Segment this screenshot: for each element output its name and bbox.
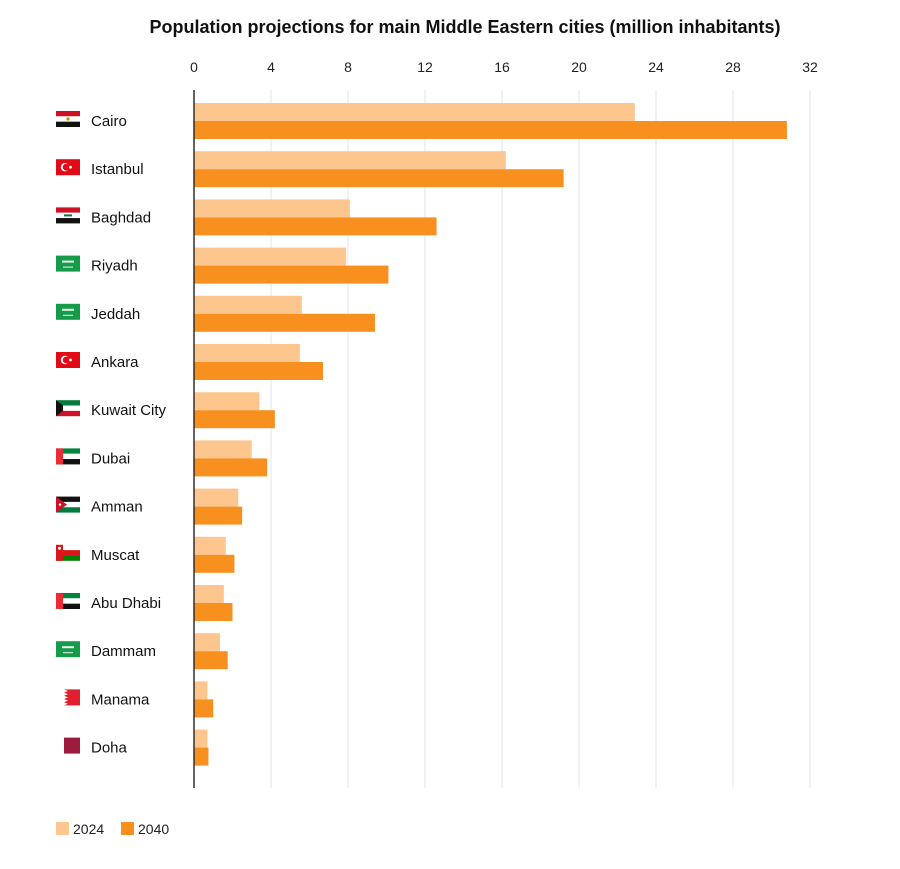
legend: 2024 2040 <box>56 821 169 837</box>
legend-swatch-2024 <box>56 822 69 835</box>
category-labels: Cairo Istanbul Baghdad Riyadh Jeddah Ankara Ku… <box>56 111 167 757</box>
jordan-flag-icon <box>56 496 80 513</box>
bars <box>194 103 787 766</box>
bar-2024-istanbul <box>194 151 506 170</box>
category-label: Abu Dhabi <box>91 595 161 612</box>
x-tick-label: 4 <box>267 59 275 75</box>
category-label: Kuwait City <box>91 402 167 419</box>
bar-2040-dammam <box>194 651 228 670</box>
saudi-flag-icon <box>56 641 80 658</box>
bar-2024-cairo <box>194 103 635 121</box>
oman-flag-icon <box>56 544 80 561</box>
bar-2024-kuwait-city <box>194 392 260 411</box>
bar-2024-dammam <box>194 633 220 652</box>
bar-2024-riyadh <box>194 247 347 266</box>
bar-2040-riyadh <box>194 265 389 284</box>
bar-2040-jeddah <box>194 313 375 332</box>
bar-2040-cairo <box>194 121 787 139</box>
category-label: Cairo <box>91 113 127 130</box>
bar-2024-manama <box>194 681 208 700</box>
category-label: Ankara <box>91 354 139 371</box>
bar-2024-amman <box>194 488 239 507</box>
kuwait-flag-icon <box>56 400 80 417</box>
uae-flag-icon <box>56 593 80 609</box>
turkey-flag-icon <box>56 352 80 368</box>
bar-2040-amman <box>194 506 243 525</box>
bar-2040-istanbul <box>194 169 564 188</box>
bar-2040-muscat <box>194 554 235 573</box>
x-tick-label: 0 <box>190 59 198 75</box>
bar-2040-kuwait-city <box>194 410 275 429</box>
legend-label: 2024 <box>73 821 104 837</box>
x-tick-label: 8 <box>344 59 352 75</box>
saudi-flag-icon <box>56 255 80 272</box>
category-label: Doha <box>91 740 128 757</box>
x-tick-label: 28 <box>725 59 741 75</box>
x-tick-label: 20 <box>571 59 587 75</box>
x-tick-label: 12 <box>417 59 433 75</box>
legend-label: 2040 <box>138 821 169 837</box>
category-label: Baghdad <box>91 209 151 226</box>
category-label: Muscat <box>91 547 140 564</box>
bar-2040-abu-dhabi <box>194 603 233 621</box>
turkey-flag-icon <box>56 159 80 176</box>
bahrain-flag-icon <box>64 689 80 706</box>
bar-2024-dubai <box>194 440 252 459</box>
bar-2040-ankara <box>194 362 323 380</box>
chart-title: Population projections for main Middle E… <box>149 17 780 37</box>
x-axis-ticks: 0 4 8 12 16 20 24 28 32 <box>190 59 818 75</box>
legend-swatch-2040 <box>121 822 134 835</box>
bar-2040-baghdad <box>194 217 437 236</box>
category-label: Amman <box>91 499 143 516</box>
x-tick-label: 16 <box>494 59 510 75</box>
bar-2024-muscat <box>194 536 226 555</box>
category-label: Manama <box>91 691 150 708</box>
iraq-flag-icon <box>56 207 80 224</box>
bar-2024-abu-dhabi <box>194 585 224 603</box>
bar-2024-jeddah <box>194 295 302 314</box>
egypt-flag-icon <box>56 111 80 127</box>
bar-2040-doha <box>194 747 209 766</box>
category-label: Dubai <box>91 450 130 467</box>
saudi-flag-icon <box>56 303 80 320</box>
category-label: Riyadh <box>91 258 138 275</box>
bar-2040-dubai <box>194 458 268 477</box>
grid-lines <box>270 90 811 788</box>
bar-2024-doha <box>194 729 208 748</box>
bar-2024-ankara <box>194 344 300 362</box>
qatar-flag-icon <box>64 737 80 754</box>
x-tick-label: 24 <box>648 59 664 75</box>
uae-flag-icon <box>56 448 80 465</box>
bar-2024-baghdad <box>194 199 350 218</box>
bar-2040-manama <box>194 699 214 718</box>
x-tick-label: 32 <box>802 59 818 75</box>
category-label: Istanbul <box>91 161 144 178</box>
category-label: Dammam <box>91 643 156 660</box>
category-label: Jeddah <box>91 306 140 323</box>
